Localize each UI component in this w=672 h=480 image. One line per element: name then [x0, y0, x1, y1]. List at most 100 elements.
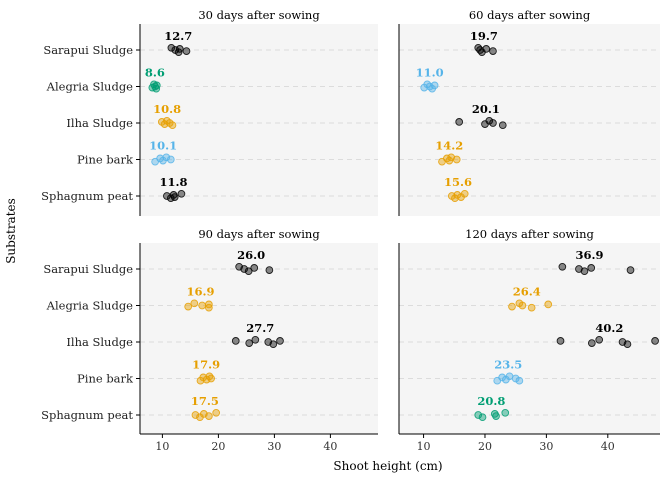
x-tick-label: 20	[211, 440, 225, 453]
x-tick-label: 30	[267, 440, 281, 453]
data-point	[182, 47, 191, 55]
panel-title: 90 days after sowing	[198, 227, 320, 241]
data-point	[250, 264, 259, 272]
data-point	[191, 411, 200, 419]
panel-strip	[140, 6, 378, 24]
data-point	[498, 373, 507, 382]
mean-label: 8.6	[145, 66, 165, 80]
data-point	[587, 264, 596, 272]
mean-label: 26.0	[237, 248, 265, 262]
data-point	[651, 337, 659, 345]
data-point	[544, 300, 553, 309]
data-point	[575, 265, 583, 273]
data-point	[190, 299, 199, 308]
data-point	[485, 116, 494, 125]
panel-title: 120 days after sowing	[465, 227, 594, 241]
data-point	[170, 193, 179, 201]
data-point	[212, 408, 221, 417]
y-tick-label: Sphagnum peat	[41, 408, 133, 422]
data-point	[205, 412, 213, 420]
panel-title: 30 days after sowing	[198, 8, 320, 22]
data-point	[430, 81, 439, 90]
data-point	[587, 339, 596, 347]
data-point	[474, 411, 483, 419]
x-tick-label: 10	[417, 440, 431, 453]
data-point	[276, 337, 284, 345]
panel-background	[399, 24, 660, 216]
mean-label: 12.7	[164, 29, 192, 43]
mean-label: 17.9	[192, 358, 220, 372]
data-point	[184, 302, 193, 311]
data-point	[626, 266, 635, 274]
data-point	[207, 374, 215, 383]
panel-strip	[140, 225, 378, 243]
data-point	[162, 153, 171, 162]
data-point	[580, 267, 589, 276]
data-point	[498, 121, 507, 130]
data-point	[198, 301, 207, 310]
data-point	[167, 43, 176, 52]
data-point	[455, 118, 464, 126]
mean-label: 17.5	[191, 394, 219, 408]
data-point	[492, 412, 500, 420]
mean-label: 40.2	[595, 321, 623, 335]
data-point	[453, 191, 462, 199]
panel-background	[140, 243, 378, 434]
data-point	[460, 189, 469, 198]
mean-label: 15.6	[444, 175, 472, 189]
y-tick-label: Sarapui Sludge	[43, 43, 133, 57]
panel-title: 60 days after sowing	[469, 8, 591, 22]
data-point	[558, 262, 567, 271]
x-tick-label: 30	[539, 440, 553, 453]
y-tick-label: Pine bark	[77, 372, 134, 386]
data-point	[251, 335, 260, 344]
y-tick-label: Alegria Sludge	[46, 80, 134, 94]
data-point	[447, 153, 456, 162]
mean-label: 36.9	[575, 248, 603, 262]
data-point	[245, 339, 254, 347]
data-point	[177, 189, 186, 198]
mean-label: 10.1	[149, 139, 177, 153]
data-point	[508, 302, 516, 311]
data-point	[527, 303, 536, 312]
panel-background	[140, 24, 378, 216]
data-point	[501, 408, 510, 417]
y-tick-label: Ilha Sludge	[66, 335, 133, 349]
data-point	[265, 266, 274, 274]
data-point	[166, 155, 175, 164]
mean-label: 20.1	[472, 102, 500, 116]
y-tick-label: Sphagnum peat	[41, 189, 133, 203]
panel-strip	[399, 6, 660, 24]
mean-label: 26.4	[513, 285, 541, 299]
mean-label: 10.8	[153, 102, 181, 116]
mean-label: 19.7	[470, 29, 498, 43]
data-point	[623, 340, 632, 349]
mean-label: 16.9	[186, 285, 214, 299]
data-point	[231, 337, 240, 345]
y-tick-label: Ilha Sludge	[66, 116, 133, 130]
data-point	[205, 300, 213, 309]
data-point	[244, 267, 253, 276]
data-point	[489, 119, 497, 127]
data-point	[556, 337, 565, 345]
panel-background	[399, 243, 660, 434]
data-point	[518, 301, 527, 310]
data-point	[175, 45, 184, 53]
x-tick-label: 20	[478, 440, 492, 453]
mean-label: 27.7	[246, 321, 274, 335]
data-point	[511, 374, 520, 383]
y-tick-label: Sarapui Sludge	[43, 262, 133, 276]
panel-strip	[399, 225, 660, 243]
data-point	[168, 121, 177, 130]
data-point	[452, 155, 461, 164]
y-tick-label: Pine bark	[77, 153, 134, 167]
x-axis-title: Shoot height (cm)	[333, 459, 442, 473]
x-tick-label: 40	[323, 440, 337, 453]
mean-label: 20.8	[477, 394, 505, 408]
x-tick-label: 10	[155, 440, 169, 453]
x-tick-label: 40	[601, 440, 615, 453]
data-point	[515, 376, 524, 385]
data-point	[152, 81, 161, 90]
data-point	[482, 45, 491, 53]
